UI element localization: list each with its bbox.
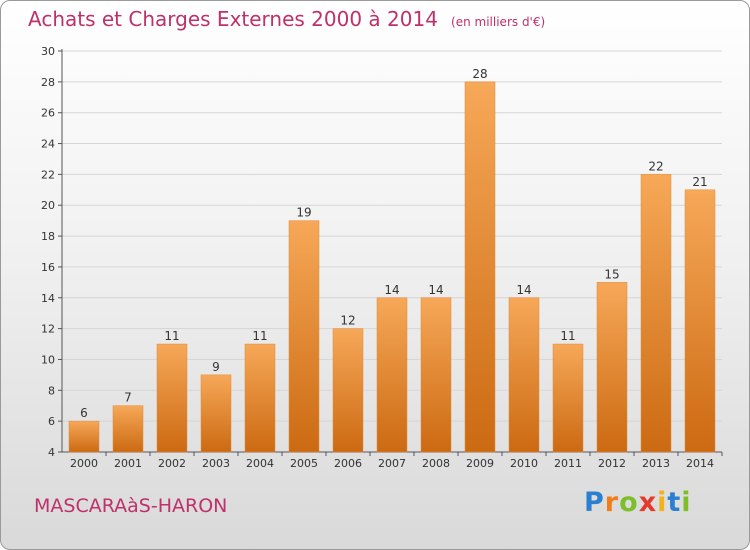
bar-2008 xyxy=(420,297,452,453)
y-tick-label: 28 xyxy=(41,76,55,89)
y-tick-label: 6 xyxy=(48,415,55,428)
x-tick-label-2013: 2013 xyxy=(642,457,670,470)
x-tick-label-2014: 2014 xyxy=(686,457,714,470)
value-label-2011: 11 xyxy=(560,329,575,343)
value-label-2013: 22 xyxy=(648,159,663,173)
bar-2013 xyxy=(640,174,672,453)
title-row: Achats et Charges Externes 2000 à 2014 (… xyxy=(28,7,545,31)
y-tick-label: 26 xyxy=(41,107,55,120)
bar-2002 xyxy=(156,343,188,453)
bar-2003 xyxy=(200,374,232,453)
value-label-2001: 7 xyxy=(124,391,132,405)
y-tick-label: 4 xyxy=(48,446,55,459)
bar-2011 xyxy=(552,343,584,453)
proxiti-logo: Proxiti xyxy=(584,487,692,518)
bar-2009 xyxy=(464,81,496,453)
bar-2000 xyxy=(68,420,100,453)
x-tick-label-2001: 2001 xyxy=(114,457,142,470)
y-tick-label: 8 xyxy=(48,384,55,397)
bar-2006 xyxy=(332,328,364,453)
x-tick-label-2005: 2005 xyxy=(290,457,318,470)
x-tick-label-2007: 2007 xyxy=(378,457,406,470)
bars xyxy=(68,81,716,453)
bar-2010 xyxy=(508,297,540,453)
value-label-2009: 28 xyxy=(472,67,487,81)
x-tick-label-2002: 2002 xyxy=(158,457,186,470)
value-label-2007: 14 xyxy=(384,283,399,297)
bar-2001 xyxy=(112,405,144,453)
bar-2007 xyxy=(376,297,408,453)
value-label-2008: 14 xyxy=(428,283,443,297)
value-label-2000: 6 xyxy=(80,406,88,420)
value-label-2012: 15 xyxy=(604,267,619,281)
bar-2005 xyxy=(288,220,320,453)
y-tick-label: 20 xyxy=(41,199,55,212)
x-tick-label-2008: 2008 xyxy=(422,457,450,470)
bar-2012 xyxy=(596,282,628,453)
value-label-2014: 21 xyxy=(692,175,707,189)
y-tick-label: 30 xyxy=(41,45,55,58)
y-tick-label: 18 xyxy=(41,230,55,243)
x-tick-label-2000: 2000 xyxy=(70,457,98,470)
y-tick-label: 16 xyxy=(41,261,55,274)
chart-title: Achats et Charges Externes 2000 à 2014 xyxy=(28,7,438,31)
value-label-2010: 14 xyxy=(516,283,531,297)
x-tick-label-2003: 2003 xyxy=(202,457,230,470)
value-label-2005: 19 xyxy=(296,206,311,220)
x-tick-label-2006: 2006 xyxy=(334,457,362,470)
x-tick-label-2012: 2012 xyxy=(598,457,626,470)
y-tick-label: 12 xyxy=(41,323,55,336)
value-label-2003: 9 xyxy=(212,360,220,374)
x-tick-label-2010: 2010 xyxy=(510,457,538,470)
value-label-2004: 11 xyxy=(252,329,267,343)
x-tick-label-2009: 2009 xyxy=(466,457,494,470)
x-tick-label-2011: 2011 xyxy=(554,457,582,470)
labels: 4 6 8 10 12 14 16 18 20 22 24 26 28 30 6 2000 7 2001 11 200… xyxy=(41,45,714,470)
value-label-2002: 11 xyxy=(164,329,179,343)
bar-2014 xyxy=(684,189,716,453)
y-tick-label: 10 xyxy=(41,353,55,366)
y-tick-label: 14 xyxy=(41,292,55,305)
y-tick-label: 24 xyxy=(41,138,55,151)
y-tick-label: 22 xyxy=(41,168,55,181)
bar-2004 xyxy=(244,343,276,453)
chart-subtitle: (en milliers d'€) xyxy=(451,15,546,29)
value-label-2006: 12 xyxy=(340,314,355,328)
place-name: MASCARAàS-HARON xyxy=(34,495,228,517)
x-tick-label-2004: 2004 xyxy=(246,457,274,470)
